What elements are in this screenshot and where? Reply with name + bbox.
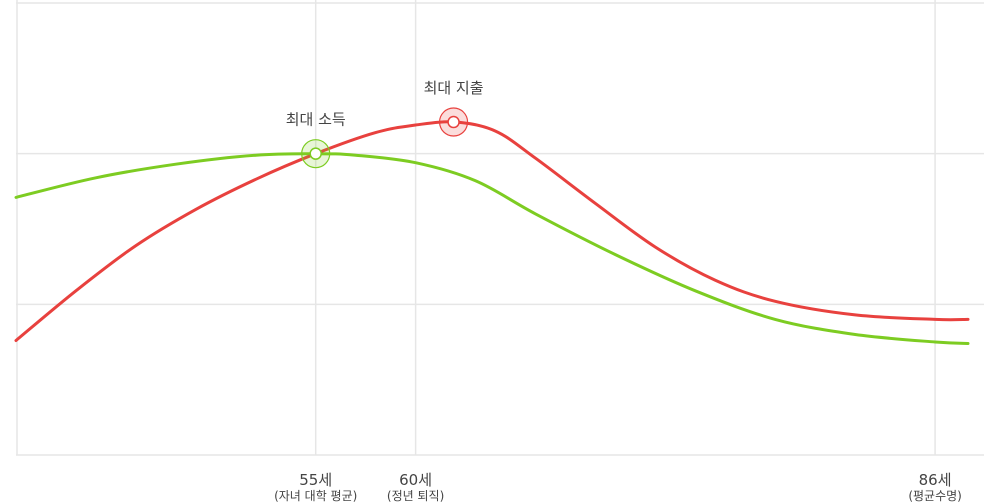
max-income-marker xyxy=(301,139,331,169)
max-expense-label: 최대 지출 xyxy=(424,79,484,97)
marker-layer xyxy=(301,107,469,169)
x-tick-sublabel: (자녀 대학 평균) xyxy=(274,489,357,503)
marker-dot xyxy=(309,147,322,160)
x-tick-label: 86세 xyxy=(919,471,952,489)
marker-dot xyxy=(447,115,460,129)
grid-layer xyxy=(16,0,984,456)
max-income-label: 최대 소득 xyxy=(286,111,346,129)
label-layer: 최대 소득 최대 지출 55세(자녀 대학 평균) 60세(정년 퇴직) 86세(평균수… xyxy=(274,79,962,503)
income-line xyxy=(14,152,970,345)
x-tick-sublabel: (평균수명) xyxy=(908,489,962,503)
series-layer xyxy=(14,120,970,345)
expense-line xyxy=(14,120,970,342)
x-tick-sublabel: (정년 퇴직) xyxy=(387,489,444,503)
x-tick-label: 55세 xyxy=(299,471,332,489)
x-tick-label: 60세 xyxy=(399,471,432,489)
max-expense-marker xyxy=(438,107,469,137)
